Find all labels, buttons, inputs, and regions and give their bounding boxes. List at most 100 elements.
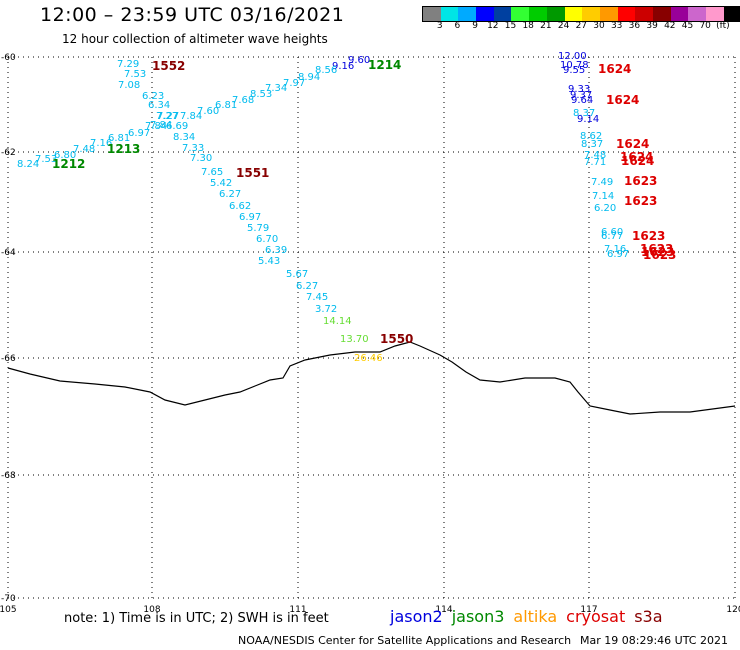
wave-height-value: 6.80	[54, 150, 76, 161]
wave-height-value: 8.62	[580, 131, 602, 142]
color-scale-swatch	[706, 7, 724, 21]
wave-height-value: 7.48	[73, 144, 95, 155]
pass-number-label: 1623	[624, 174, 657, 188]
wave-height-value: 10.78	[560, 60, 589, 71]
wave-height-value: 7.08	[118, 80, 140, 91]
latitude-label: -62	[1, 148, 16, 158]
pass-number-label: 1624	[621, 154, 654, 168]
legend-item-jason2: jason2	[390, 607, 443, 626]
longitude-label: 105	[0, 605, 17, 615]
wave-height-value: 5.42	[210, 178, 232, 189]
wave-height-value: 7.27	[157, 111, 179, 122]
wave-height-value: 7.16	[90, 138, 112, 149]
wave-height-value: 7.34	[265, 83, 287, 94]
wave-height-value: 5.67	[286, 269, 308, 280]
wave-height-value: 6.39	[265, 245, 287, 256]
latitude-label: -60	[1, 53, 16, 63]
wave-height-value: 7.30	[190, 153, 212, 164]
pass-number-label: 1550	[380, 332, 413, 346]
wave-height-value: 9.33	[568, 84, 590, 95]
legend-item-s3a: s3a	[634, 607, 663, 626]
wave-height-value: 26.46	[354, 353, 383, 364]
legend-item-altika: altika	[513, 607, 558, 626]
color-scale-swatch	[599, 7, 618, 21]
color-scale-swatch	[564, 7, 583, 21]
color-scale-swatch	[617, 7, 636, 21]
latitude-label: -68	[1, 471, 16, 481]
wave-height-value: 6.34	[148, 100, 170, 111]
wave-height-value: 9.14	[577, 114, 599, 125]
wave-height-value: 9.64	[571, 95, 593, 106]
color-scale-tick: 45	[681, 21, 694, 31]
wave-height-value: 5.43	[258, 256, 280, 267]
footer-credit: NOAA/NESDIS Center for Satellite Applica…	[238, 634, 572, 647]
color-scale-tick: 15	[504, 21, 517, 31]
wave-height-value: 8.56	[315, 65, 337, 76]
color-scale-tick: 3	[436, 21, 443, 31]
wave-height-value: 7.45	[306, 292, 328, 303]
pass-number-label: 1624	[620, 150, 653, 164]
wave-height-value: 6.27	[219, 189, 241, 200]
wave-height-value: 8.53	[250, 89, 272, 100]
latitude-label: -66	[1, 354, 16, 364]
satellite-legend: jason2 jason3 altika cryosat s3a	[390, 607, 672, 626]
lat-lon-grid	[7, 56, 736, 599]
pass-number-label: 1212	[52, 157, 85, 171]
color-scale-swatch	[440, 7, 459, 21]
wave-height-value: 7.65	[201, 167, 223, 178]
wave-height-value: 7.33	[182, 143, 204, 154]
footer-timestamp: Mar 19 08:29:46 UTC 2021	[580, 634, 728, 647]
wave-height-value: 6.62	[229, 201, 251, 212]
wave-height-value: 7.14	[592, 191, 614, 202]
color-scale-tick: (ft)	[716, 21, 730, 31]
legend-item-jason3: jason3	[451, 607, 505, 626]
wave-height-value: 7.29	[117, 59, 139, 70]
wave-height-value: 7.27	[156, 111, 178, 122]
color-scale-tick: 70	[699, 21, 711, 31]
color-scale-swatch	[458, 7, 477, 21]
color-scale-swatch	[423, 7, 441, 21]
pass-number-label: 1624	[616, 137, 649, 151]
color-scale-tick: 36	[628, 21, 641, 31]
longitude-label: 114	[435, 605, 452, 615]
color-scale-tick: 9	[472, 21, 478, 31]
wave-height-value: 7.53	[124, 69, 146, 80]
pass-number-label: 1623	[624, 194, 657, 208]
wave-height-value: 6.70	[256, 234, 278, 245]
wave-height-value: 3.72	[315, 304, 337, 315]
pass-number-label: 1623	[643, 248, 676, 262]
latitude-label: -70	[1, 594, 16, 604]
color-scale-swatch	[635, 7, 653, 21]
wave-height-value: 7.49	[591, 177, 613, 188]
color-scale-swatch	[670, 7, 689, 21]
color-scale-swatch	[511, 7, 530, 21]
color-scale-swatch	[652, 7, 671, 21]
pass-number-label: 1623	[632, 229, 665, 243]
color-scale-tick: 12	[487, 21, 499, 31]
wave-height-value: 6.97	[128, 128, 150, 139]
wave-height-value: 9.16	[332, 61, 354, 72]
wave-height-value: 8.37	[573, 108, 595, 119]
color-scale-swatch	[493, 7, 512, 21]
color-scale-bar	[422, 6, 740, 22]
color-scale-tick: 6	[454, 21, 461, 31]
longitude-label: 108	[143, 605, 160, 615]
color-scale-swatch	[476, 7, 494, 21]
color-scale-swatch	[529, 7, 547, 21]
wave-height-value: 8.94	[298, 72, 320, 83]
wave-height-labels: 7.297.537.086.236.347.277.846.698.347.33…	[17, 51, 676, 364]
wave-height-value: 13.70	[340, 334, 369, 345]
wave-height-value: 7.84	[180, 111, 202, 122]
wave-height-value: 9.60	[348, 55, 370, 66]
wave-height-value: 7.84	[145, 121, 167, 132]
page-subtitle: 12 hour collection of altimeter wave hei…	[62, 32, 328, 46]
pass-number-label: 1552	[152, 59, 185, 73]
longitude-label: 117	[580, 605, 597, 615]
wave-height-value: 6.20	[594, 203, 616, 214]
wave-height-value: 8.34	[173, 132, 195, 143]
wave-height-value: 7.16	[604, 244, 626, 255]
wave-height-value: 6.69	[166, 121, 188, 132]
wave-height-value: 6.60	[601, 227, 623, 238]
